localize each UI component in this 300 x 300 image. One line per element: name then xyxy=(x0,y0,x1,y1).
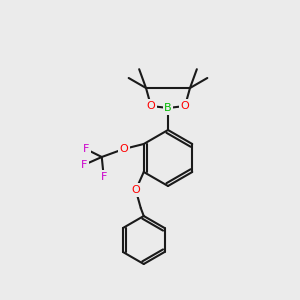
Text: F: F xyxy=(82,144,89,154)
Text: F: F xyxy=(81,160,87,170)
Text: O: O xyxy=(181,101,189,111)
Text: O: O xyxy=(147,101,155,111)
Text: O: O xyxy=(131,185,140,195)
Text: O: O xyxy=(119,144,128,154)
Text: B: B xyxy=(164,103,172,113)
Text: F: F xyxy=(100,172,107,182)
